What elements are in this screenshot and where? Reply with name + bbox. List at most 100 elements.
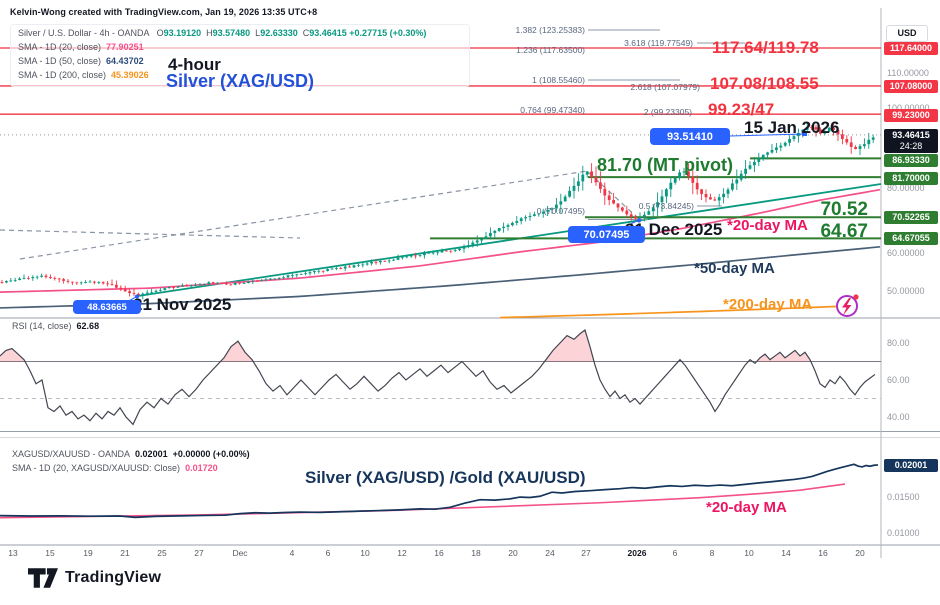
support-trendline[interactable] [137,183,882,297]
rsi-legend[interactable]: RSI (14, close) 62.68 [12,321,99,331]
sma20-value: 77.90251 [106,42,144,52]
ratio-value: 0.02001 [135,449,168,459]
legend-change: +0.27715 (+0.30%) [349,28,427,38]
time-tick-10[interactable]: 10 [360,548,370,558]
legend-sma200-row[interactable]: SMA - 1D (200, close) 45.39026 [18,70,149,80]
scale-badge-107.08000[interactable]: 107.08000 [884,79,938,93]
annotation-pivot: 81.70 (MT pivot) [597,155,734,175]
rsi-pane[interactable] [0,329,881,426]
legend-sma20-row[interactable]: SMA - 1D (20, close) 77.90251 [18,42,144,52]
ratio-legend-row1[interactable]: XAGUSD/XAUUSD - OANDA 0.02001 +0.00000 (… [12,449,250,459]
time-tick-4[interactable]: 4 [289,548,295,558]
legend-ohlc: O93.19120 H93.57480 L92.63330 C93.46415 [152,28,347,38]
annotation-resistance-2: 107.08/108.55 [710,74,819,93]
time-tick-10[interactable]: 10 [744,548,754,558]
annotation-ma20: *20-day MA [727,217,808,234]
legend-symbol: Silver / U.S. Dollar - 4h - OANDA [18,28,150,38]
tradingview-logo[interactable]: TradingView [28,566,161,590]
scale-badge-86.93330[interactable]: 86.93330 [884,153,938,167]
scale-badge-117.64000[interactable]: 117.64000 [884,41,938,55]
time-tick-6[interactable]: 6 [325,548,331,558]
annotation-ma200: *200-day MA [723,296,813,313]
ohlc-O: O93.19120 [156,28,202,38]
time-tick-6[interactable]: 6 [672,548,678,558]
annotation-support-2: 64.67 [820,221,868,242]
scale-label-110.00000[interactable]: 110.00000 [887,68,929,78]
time-tick-15[interactable]: 15 [45,548,55,558]
scale-label-40.00[interactable]: 40.00 [887,412,910,422]
lightning-marker-icon[interactable] [836,294,859,317]
ratio-legend-row2[interactable]: SMA - 1D (20, XAGUSD/XAUUSD: Close) 0.01… [12,463,218,473]
annotation-resistance-3: 99.23/47 [708,100,775,119]
annotation-ratio-ma20: *20-day MA [706,499,787,516]
ratio-change: +0.00000 (+0.00%) [172,449,250,459]
scale-label-80.00[interactable]: 80.00 [887,338,910,348]
time-tick-8[interactable]: 8 [709,548,715,558]
time-tick-27[interactable]: 27 [581,548,591,558]
tradingview-logo-text: TradingView [65,569,162,586]
scale-badge-64.67055[interactable]: 64.67055 [884,231,938,245]
time-tick-25[interactable]: 25 [157,548,167,558]
fib-label-1: 3.618 (119.77549) [624,38,693,48]
sma50-value: 64.43702 [106,56,144,66]
scale-badge-70.52265[interactable]: 70.52265 [884,210,938,224]
time-tick-Dec[interactable]: Dec [232,548,248,558]
sma50-curve[interactable] [0,245,881,309]
time-tick-13[interactable]: 13 [8,548,18,558]
time-tick-21[interactable]: 21 [120,548,130,558]
time-tick-27[interactable]: 27 [194,548,204,558]
scale-label-50.00000[interactable]: 50.00000 [887,286,925,296]
scale-label-60.00[interactable]: 60.00 [887,375,910,385]
time-tick-14[interactable]: 14 [781,548,791,558]
ratio-pane[interactable] [0,463,879,519]
scale-last-price-badge[interactable]: 93.46415 24:28 [884,129,938,153]
sma200-value: 45.39026 [111,70,149,80]
sma200-curve[interactable] [499,305,837,319]
ohlc-H: H93.57480 [206,28,251,38]
time-tick-20[interactable]: 20 [855,548,865,558]
price-callout-badge-2[interactable]: 48.63665 [73,300,141,314]
scale-label-100.00000[interactable]: 100.00000 [887,103,930,113]
time-tick-16[interactable]: 16 [434,548,444,558]
annotation-timeframe: 4-hour [168,55,221,74]
price-callout-badge-1[interactable]: 70.07495 [568,226,645,243]
legend-symbol-row[interactable]: Silver / U.S. Dollar - 4h - OANDA O93.19… [18,28,426,38]
pane-borders [0,8,940,558]
candlestick-series[interactable] [0,122,875,300]
fib-label-3: 1 (108.55460) [532,75,585,85]
legend-sma50-row[interactable]: SMA - 1D (50, close) 64.43702 [18,56,144,66]
rsi-value: 62.68 [76,321,100,331]
currency-button[interactable]: USD [886,25,928,42]
annotation-ratio-title: Silver (XAG/USD) /Gold (XAU/USD) [305,468,586,487]
time-tick-19[interactable]: 19 [83,548,93,558]
tradingview-logo-icon [28,568,58,588]
fib-label-2: 1.236 (117.63500) [516,45,585,55]
time-tick-2026[interactable]: 2026 [627,548,647,558]
fib-label-5: 0.764 (99.47340) [520,105,585,115]
time-tick-12[interactable]: 12 [397,548,407,558]
time-tick-18[interactable]: 18 [471,548,481,558]
sma20-label: SMA - 1D (20, close) [18,42,102,52]
scale-label-0.01500[interactable]: 0.01500 [887,492,920,502]
scale-badge-81.70000[interactable]: 81.70000 [884,171,938,185]
ratio-sma-label: SMA - 1D (20, XAGUSD/XAUUSD: Close) [12,463,181,473]
scale-label-60.00000[interactable]: 60.00000 [887,248,925,258]
price-callout-badge-0[interactable]: 93.51410 [650,128,730,145]
time-tick-20[interactable]: 20 [508,548,518,558]
fib-label-4: 2.618 (107.07979) [630,82,700,92]
annotation-ma50: *50-day MA [694,260,775,277]
scale-label-0.01000[interactable]: 0.01000 [887,528,920,538]
scale-badge-99.23000[interactable]: 99.23000 [884,108,938,122]
annotation-date-low2: 31 Dec 2025 [625,220,723,239]
sma20-curve[interactable] [0,188,881,293]
dashed-channel[interactable] [0,170,641,260]
time-tick-16[interactable]: 16 [818,548,828,558]
scale-badge-0.02001[interactable]: 0.02001 [884,458,938,472]
sma200-label: SMA - 1D (200, close) [18,70,107,80]
time-tick-24[interactable]: 24 [545,548,555,558]
scale-label-80.00000[interactable]: 80.00000 [887,183,925,193]
annotation-date-high: 15 Jan 2026 [744,118,840,137]
fib-label-8: 0 (70.07495) [536,206,585,216]
ratio-symbol: XAGUSD/XAUUSD - OANDA [12,449,131,459]
annotation-resistance-1: 117.64/119.78 [712,38,819,57]
